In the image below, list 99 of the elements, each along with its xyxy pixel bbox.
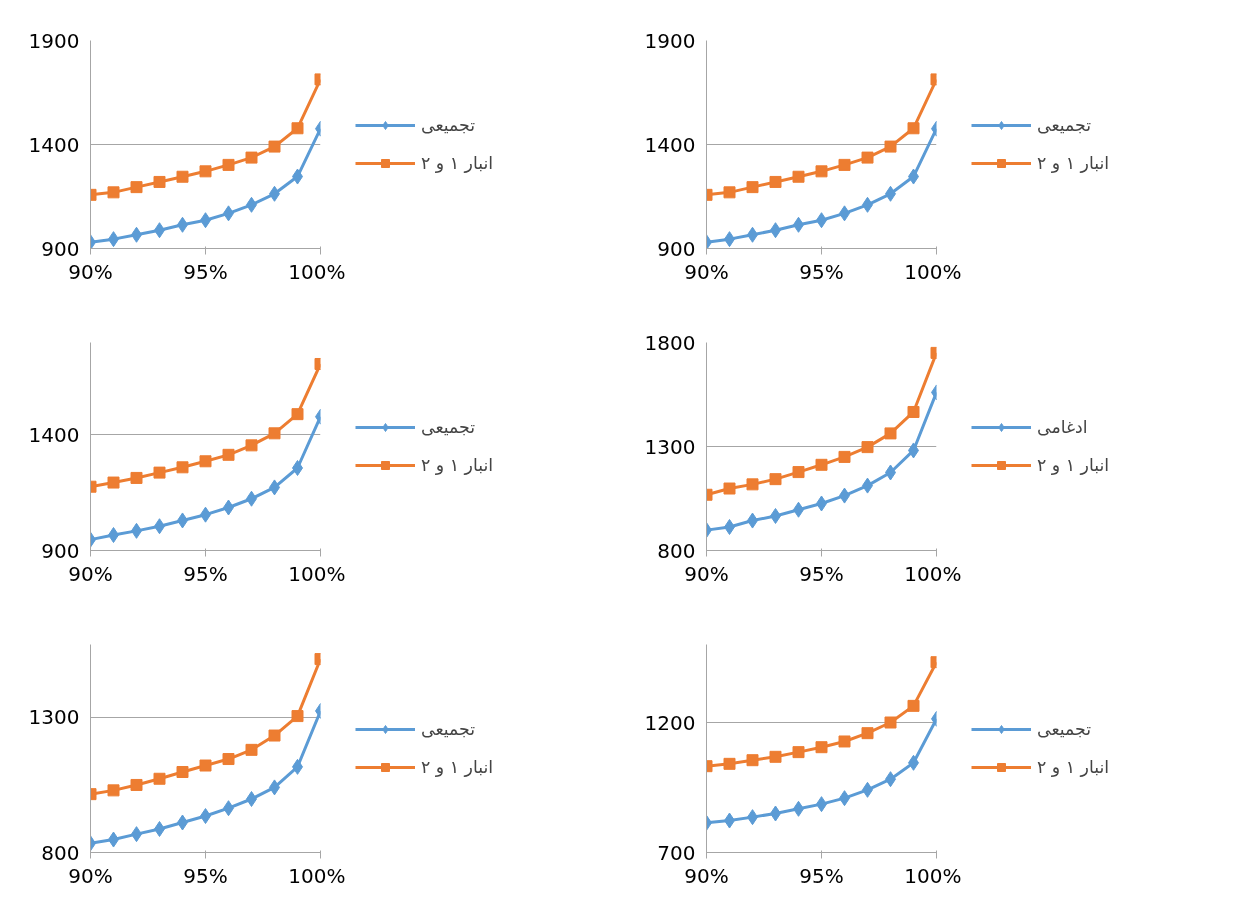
legend-label: انبار ۱ و ۲ [421,455,494,475]
point [746,181,759,194]
x-tick-label: 100% [288,863,346,888]
x-tick-label: 100% [904,561,962,586]
point [176,461,189,474]
legend-label: تجمیعی [1037,719,1092,739]
point [884,427,897,440]
x-tick-label: 100% [288,561,346,586]
legend-label: انبار ۱ و ۲ [421,757,494,777]
point [815,741,828,754]
point [861,727,874,740]
point [245,151,258,164]
x-tick-label: 90% [68,561,113,586]
point [199,455,212,468]
point [130,471,143,484]
point [176,766,189,778]
point [245,743,258,756]
legend-label: انبار ۱ و ۲ [1037,455,1110,475]
x-tick-label: 95% [183,561,228,586]
legend-label: تجمیعی [421,115,476,135]
point [291,122,304,135]
y-tick-label: 800 [41,840,80,865]
x-tick-label: 100% [904,259,962,284]
point [838,158,851,171]
y-tick-label: 1300 [28,705,80,730]
x-tick-label: 95% [799,863,844,888]
point [838,735,851,748]
legend-label: ادغامی [1037,417,1088,437]
point [792,466,805,479]
point [769,750,782,763]
x-tick-label: 95% [183,863,228,888]
point [907,405,920,418]
y-tick-label: 700 [657,840,696,865]
legend-label: تجمیعی [1037,115,1092,135]
point [838,450,851,463]
point [884,716,897,729]
point [769,473,782,486]
x-tick-label: 90% [68,863,113,888]
y-tick-label: 1300 [644,434,696,459]
legend-label: تجمیعی [421,417,476,437]
point [107,186,120,199]
point [792,170,805,183]
point [746,754,759,767]
point [153,175,166,188]
legend-label: انبار ۱ و ۲ [421,153,494,173]
point [222,158,235,171]
x-tick-label: 90% [684,259,729,284]
point [291,408,304,421]
point [153,466,166,479]
point [107,476,120,489]
point [723,482,736,495]
point [723,757,736,770]
point [222,753,235,766]
point [291,710,304,723]
point [723,186,736,199]
x-tick-label: 100% [288,259,346,284]
point [268,140,281,153]
point [245,439,258,452]
point [130,181,143,194]
point [815,165,828,178]
point [268,729,281,742]
point [861,151,874,164]
point [815,458,828,471]
x-tick-label: 95% [183,259,228,284]
y-tick-label: 1400 [28,422,80,447]
x-tick-label: 95% [799,259,844,284]
y-tick-label: 1400 [644,132,696,157]
y-tick-label: 900 [41,236,80,261]
point [792,746,805,759]
point [861,441,874,454]
x-tick-label: 100% [904,863,962,888]
legend-label: انبار ۱ و ۲ [1037,757,1110,777]
y-tick-label: 1900 [28,28,80,53]
y-tick-label: 1200 [644,710,696,735]
x-tick-label: 95% [799,561,844,586]
y-tick-label: 900 [657,236,696,261]
y-tick-label: 1900 [644,28,696,53]
legend-label: تجمیعی [421,719,476,739]
point [746,478,759,491]
x-tick-label: 90% [68,259,113,284]
y-tick-label: 1400 [28,132,80,157]
point [907,122,920,135]
y-tick-label: 800 [657,538,696,563]
point [268,427,281,440]
point [884,140,897,153]
y-tick-label: 1800 [644,330,696,355]
point [130,778,143,791]
legend-label: انبار ۱ و ۲ [1037,153,1110,173]
point [176,170,189,183]
x-tick-label: 90% [684,863,729,888]
point [199,759,212,772]
point [907,699,920,712]
point [769,175,782,188]
y-tick-label: 900 [41,538,80,563]
point [199,165,212,178]
x-tick-label: 90% [684,561,729,586]
point [222,448,235,461]
point [153,772,166,785]
point [107,784,120,797]
